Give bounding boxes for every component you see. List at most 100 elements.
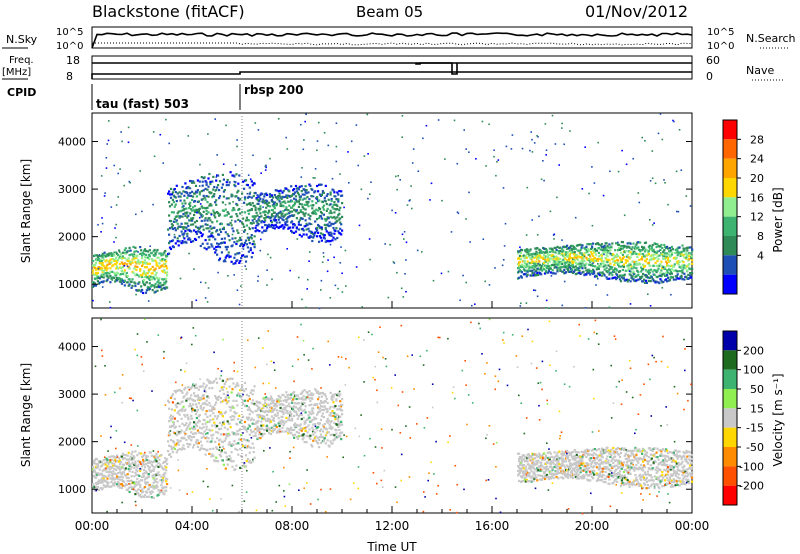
echo-cell bbox=[293, 193, 296, 196]
noise-cell bbox=[110, 206, 113, 208]
echo-cell bbox=[107, 481, 110, 485]
echo-cell bbox=[337, 230, 340, 233]
noise-cell bbox=[286, 148, 289, 150]
noise-cell bbox=[621, 149, 623, 152]
echo-cell bbox=[181, 240, 184, 243]
echo-cell bbox=[204, 422, 207, 425]
echo-cell bbox=[170, 408, 173, 411]
echo-cell bbox=[276, 429, 279, 432]
echo-cell bbox=[232, 406, 235, 409]
echo-cell bbox=[204, 198, 207, 201]
echo-cell bbox=[168, 401, 171, 404]
echo-cell bbox=[320, 408, 323, 412]
echo-cell bbox=[161, 259, 164, 262]
echo-cell bbox=[169, 419, 173, 422]
echo-cell bbox=[216, 437, 219, 440]
echo-cell bbox=[542, 456, 545, 459]
echo-cell bbox=[334, 229, 337, 232]
echo-cell bbox=[258, 413, 261, 416]
echo-cell bbox=[247, 406, 250, 409]
echo-cell bbox=[271, 410, 274, 413]
echo-cell bbox=[248, 433, 251, 436]
noise-cell bbox=[314, 168, 317, 170]
echo-cell bbox=[309, 184, 312, 187]
echo-cell bbox=[662, 255, 665, 258]
echo-cell bbox=[234, 237, 237, 240]
echo-cell bbox=[134, 460, 137, 463]
echo-cell bbox=[550, 476, 553, 479]
noise-cell bbox=[545, 307, 547, 309]
echo-cell bbox=[687, 273, 690, 276]
echo-cell bbox=[106, 458, 109, 462]
echo-cell bbox=[183, 226, 186, 229]
echo-cell bbox=[202, 382, 205, 385]
echo-cell bbox=[232, 207, 235, 210]
echo-cell bbox=[295, 209, 298, 212]
echo-cell bbox=[201, 423, 204, 426]
echo-cell bbox=[340, 420, 343, 423]
echo-cell bbox=[588, 253, 591, 256]
echo-cell bbox=[226, 428, 229, 431]
echo-cell bbox=[175, 402, 178, 405]
noise-cell bbox=[242, 248, 245, 250]
echo-cell bbox=[255, 427, 258, 430]
echo-cell bbox=[186, 211, 189, 214]
echo-cell bbox=[194, 441, 198, 444]
echo-cell bbox=[561, 260, 564, 263]
echo-cell bbox=[218, 213, 222, 216]
echo-cell bbox=[115, 274, 118, 277]
echo-cell bbox=[190, 405, 193, 408]
echo-cell bbox=[270, 399, 273, 402]
noise-cell bbox=[544, 123, 547, 125]
echo-cell bbox=[240, 438, 243, 441]
echo-cell bbox=[100, 275, 103, 279]
echo-cell bbox=[209, 182, 212, 185]
echo-cell bbox=[164, 263, 167, 266]
station-title: Blackstone (fitACF) bbox=[92, 2, 245, 21]
echo-cell bbox=[128, 254, 131, 257]
echo-cell bbox=[249, 446, 252, 449]
echo-cell bbox=[97, 255, 100, 258]
echo-cell bbox=[133, 456, 136, 459]
echo-cell bbox=[230, 260, 233, 263]
echo-cell bbox=[549, 267, 552, 270]
echo-cell bbox=[681, 264, 684, 267]
echo-cell bbox=[569, 244, 573, 248]
echo-cell bbox=[117, 278, 120, 281]
echo-cell bbox=[235, 213, 238, 216]
echo-cell bbox=[568, 246, 572, 249]
echo-cell bbox=[150, 251, 153, 254]
echo-cell bbox=[338, 218, 341, 221]
echo-cell bbox=[294, 195, 298, 198]
echo-cell bbox=[211, 231, 214, 234]
echo-cell bbox=[328, 423, 331, 426]
echo-cell bbox=[150, 469, 153, 472]
noise-cell bbox=[260, 238, 262, 241]
echo-cell bbox=[143, 469, 146, 472]
noise-cell bbox=[119, 168, 121, 170]
noise-cell bbox=[690, 257, 692, 260]
echo-cell bbox=[522, 467, 525, 470]
echo-cell bbox=[310, 392, 313, 395]
echo-cell bbox=[608, 259, 611, 262]
echo-cell bbox=[683, 256, 686, 259]
echo-cell bbox=[562, 249, 565, 252]
echo-cell bbox=[252, 418, 255, 421]
echo-cell bbox=[205, 425, 208, 428]
echo-cell bbox=[215, 456, 218, 459]
echo-cell bbox=[205, 410, 208, 413]
echo-cell bbox=[312, 412, 315, 415]
echo-cell bbox=[297, 188, 300, 191]
echo-cell bbox=[248, 192, 251, 195]
echo-cell bbox=[526, 471, 529, 474]
echo-cell bbox=[325, 194, 328, 197]
echo-cell bbox=[202, 194, 205, 197]
echo-cell bbox=[220, 424, 223, 427]
echo-cell bbox=[618, 243, 621, 246]
echo-cell bbox=[668, 278, 672, 282]
echo-cell bbox=[97, 258, 100, 261]
echo-cell bbox=[602, 260, 605, 263]
echo-cell bbox=[170, 223, 173, 226]
echo-cell bbox=[191, 219, 194, 222]
echo-cell bbox=[279, 202, 282, 205]
